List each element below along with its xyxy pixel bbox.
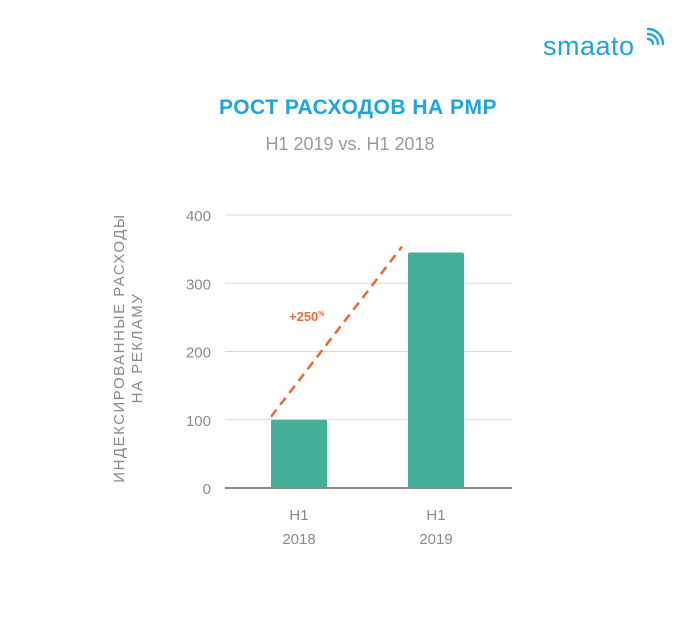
x-category-label: H1 — [289, 507, 308, 524]
growth-annotation: +250% — [269, 245, 404, 418]
y-tick-label: 200 — [186, 345, 211, 362]
signal-icon — [646, 27, 665, 46]
logo-text: smaato — [543, 31, 635, 61]
y-axis-label-line-2: НА РЕКЛАМУ — [129, 293, 146, 404]
bar — [271, 419, 327, 488]
chart-subtitle: H1 2019 vs. H1 2018 — [265, 134, 434, 154]
growth-label: +250% — [289, 309, 325, 324]
growth-dashed-line — [269, 245, 404, 418]
chart-title: РОСТ РАСХОДОВ НА PMP — [219, 96, 497, 119]
growth-label-suffix: % — [318, 311, 325, 318]
y-tick-label: 100 — [186, 413, 211, 430]
y-tick-label: 300 — [186, 276, 211, 293]
x-category-label: H1 — [426, 507, 445, 524]
y-axis-label-line-1: ИНДЕКСИРОВАННЫЕ РАСХОДЫ — [111, 213, 128, 482]
bar — [408, 252, 464, 488]
smaato-logo: smaato — [543, 27, 665, 61]
x-category-labels: H1 2018 H1 2019 — [282, 507, 452, 548]
y-tick-labels: 0 100 200 300 400 — [186, 208, 211, 498]
x-category-label: 2019 — [419, 531, 452, 548]
bars — [271, 252, 464, 488]
x-category-label: 2018 — [282, 531, 315, 548]
y-tick-label: 400 — [186, 208, 211, 225]
y-tick-label: 0 — [203, 481, 211, 498]
gridlines — [225, 214, 512, 489]
